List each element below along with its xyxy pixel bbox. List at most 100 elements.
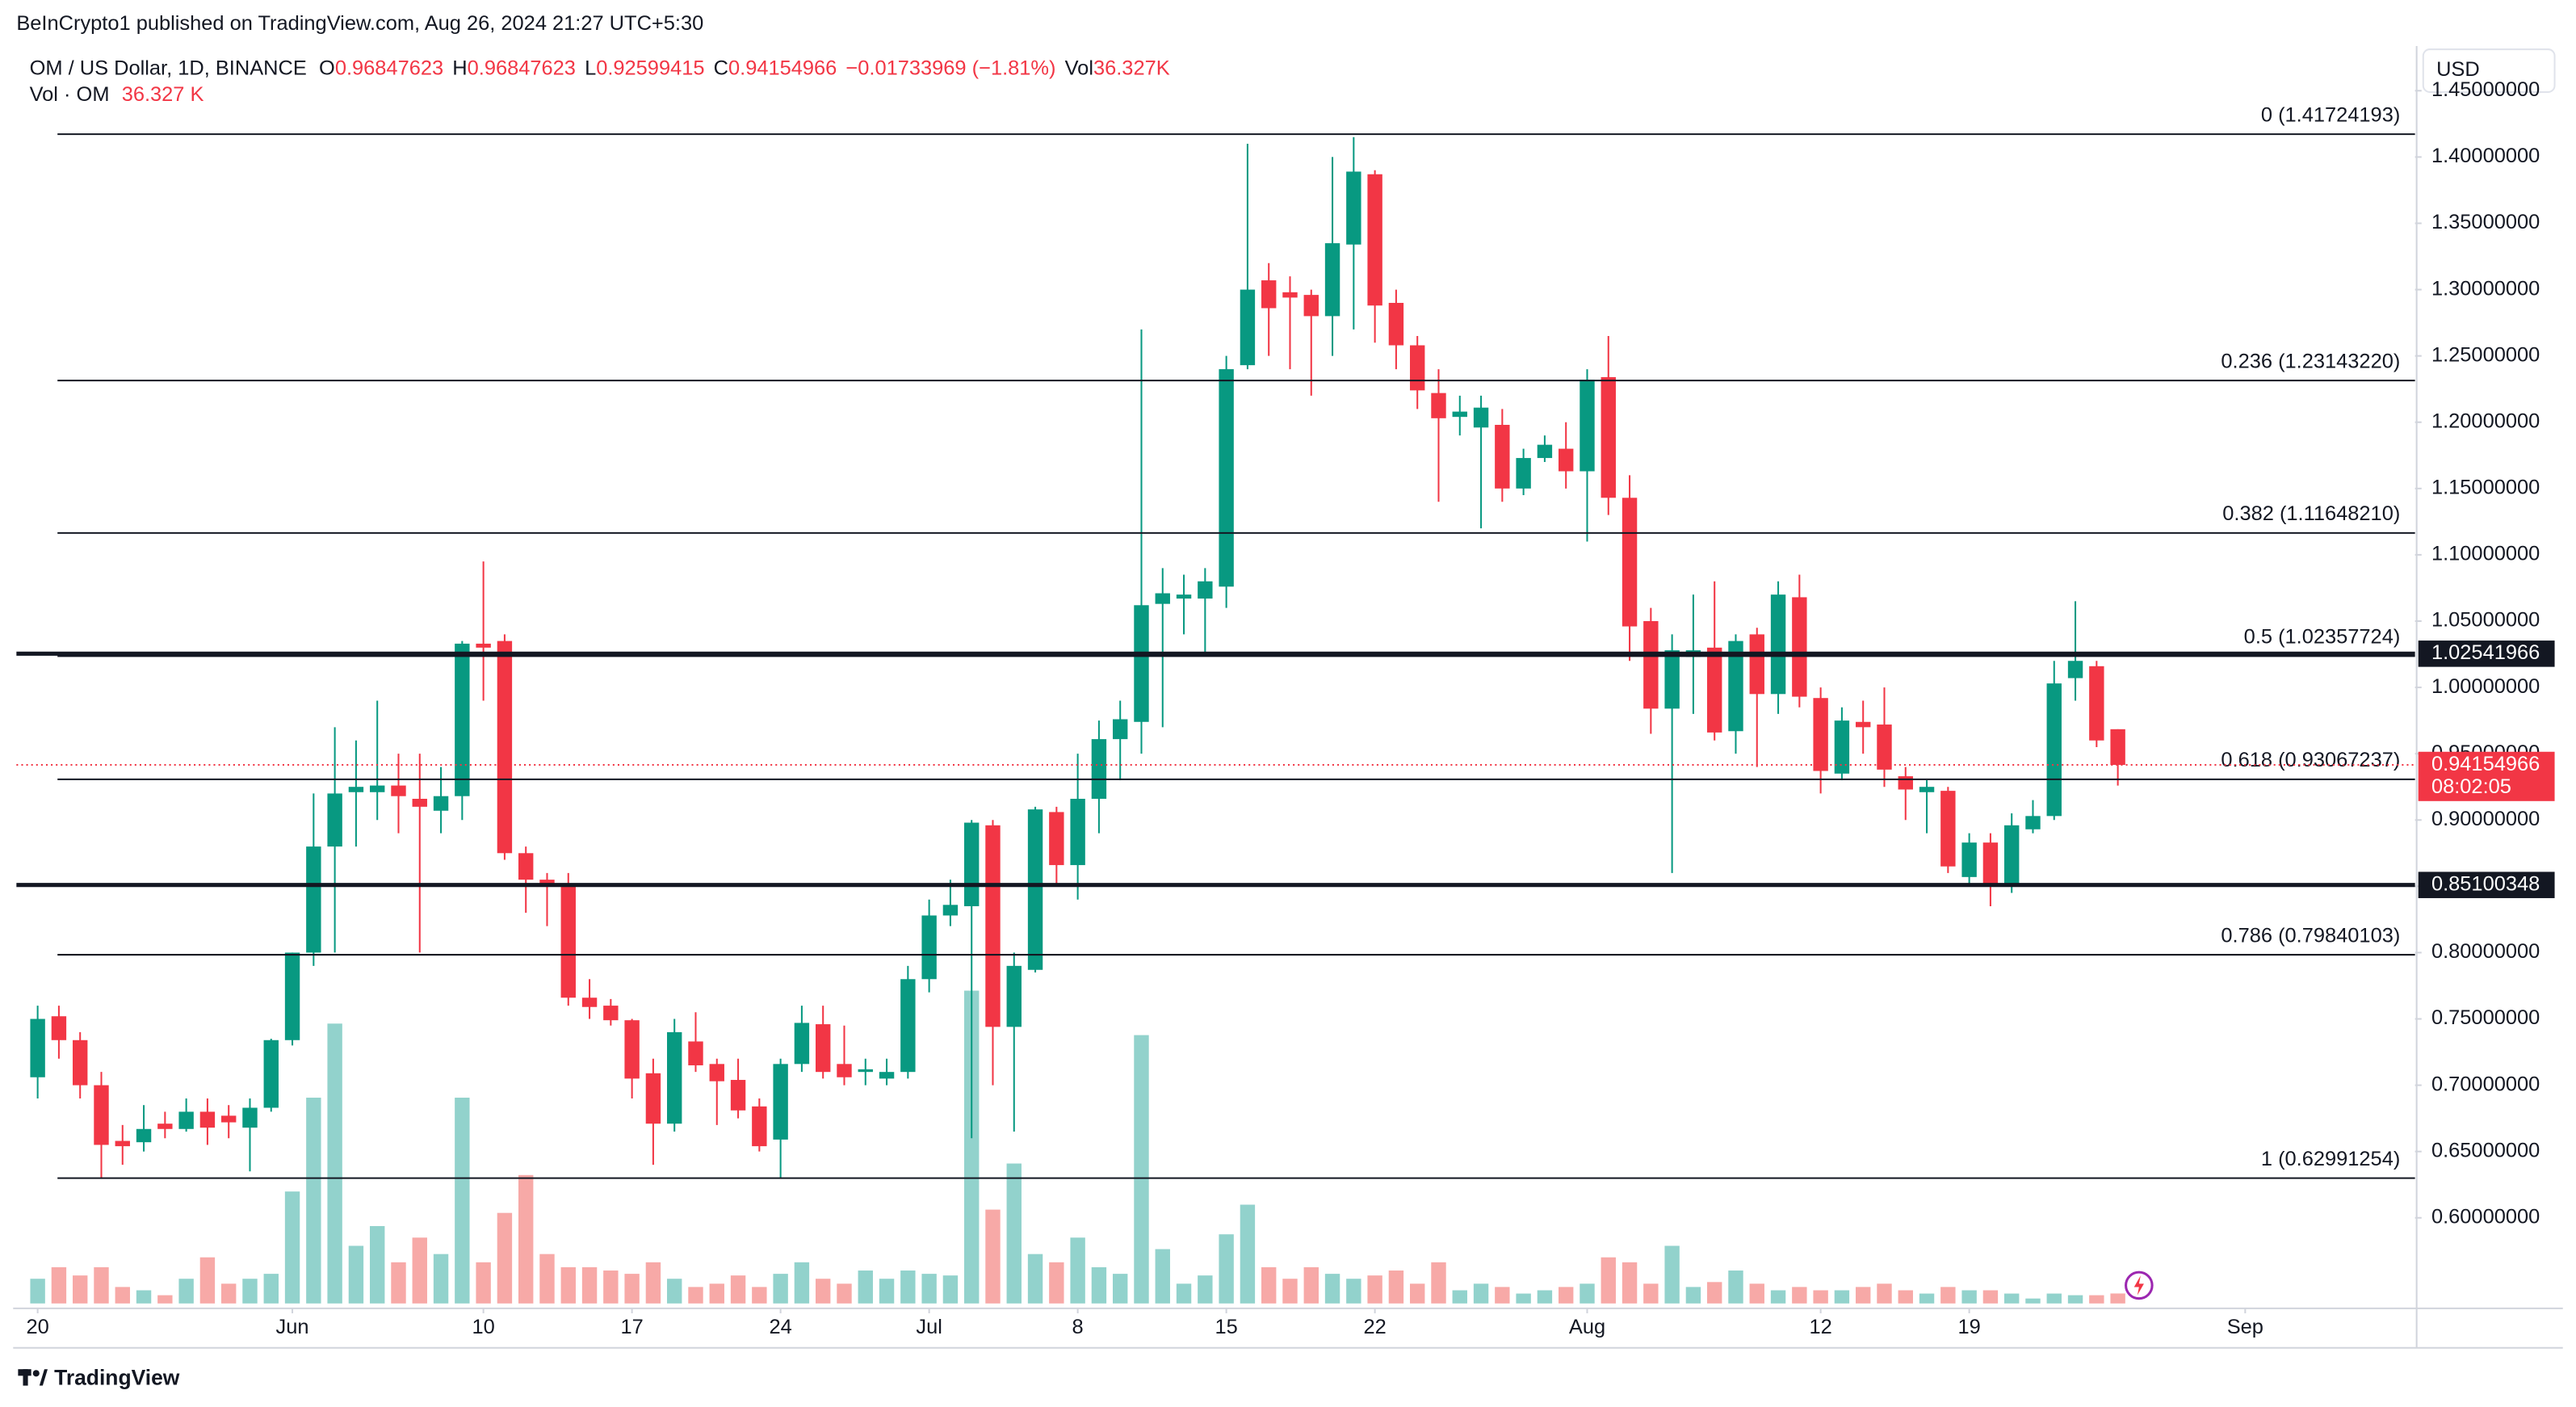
logo-shape	[32, 1370, 40, 1377]
x-tick-label: Aug	[1569, 1316, 1605, 1338]
candle-body	[412, 798, 427, 807]
candle-body	[581, 998, 598, 1007]
candle-body	[963, 822, 980, 906]
volume-bar	[539, 1254, 555, 1304]
candle-body	[391, 785, 406, 796]
candle-body	[603, 1006, 619, 1021]
vol-value: 36.327K	[1093, 57, 1170, 79]
candle-body	[815, 1024, 831, 1073]
h-value: 0.96847623	[468, 57, 576, 79]
volume-bar	[1855, 1287, 1871, 1304]
volume-bar	[752, 1287, 767, 1304]
y-tick-label: 1.40000000	[2431, 145, 2540, 167]
candle-body	[1516, 458, 1531, 489]
x-tick-label: 15	[1215, 1316, 1237, 1338]
candle-body	[1813, 698, 1828, 771]
volume-bar	[51, 1266, 67, 1304]
candle-body	[455, 643, 470, 796]
volume-bar	[560, 1266, 576, 1304]
volume-bar	[985, 1209, 1001, 1304]
volume-bar	[157, 1295, 173, 1304]
y-tick-label: 0.65000000	[2431, 1139, 2540, 1161]
candle-body	[476, 643, 491, 648]
volume-bar	[1198, 1275, 1213, 1304]
candle-body	[94, 1085, 109, 1145]
candle-body	[136, 1128, 152, 1143]
currency-box[interactable]	[2422, 48, 2556, 93]
volume-bar	[624, 1274, 640, 1304]
candle-body	[645, 1073, 661, 1124]
x-tick-label: 17	[620, 1316, 643, 1338]
x-tick-label: 8	[1072, 1316, 1084, 1338]
candle-body	[1728, 640, 1743, 732]
volume-bar	[1219, 1234, 1234, 1304]
candle-body	[73, 1040, 88, 1086]
candle-body	[2025, 816, 2041, 830]
price-line-label: 1.02541966	[2431, 641, 2540, 664]
fib-label: 0 (1.41724193)	[2261, 103, 2400, 126]
volume-bar	[1452, 1290, 1467, 1304]
volume-bar	[1324, 1274, 1340, 1304]
candle-body	[1940, 791, 1956, 867]
volume-bar	[858, 1270, 873, 1304]
volume-bar	[2003, 1293, 2020, 1304]
candle-body	[1558, 448, 1574, 472]
volume-bar	[837, 1283, 852, 1304]
fib-label: 0.236 (1.23143220)	[2221, 350, 2400, 372]
volume-bar	[667, 1279, 682, 1304]
footer-brand: TradingView	[54, 1365, 180, 1389]
volume-bar	[1367, 1275, 1382, 1304]
volume-bar	[2089, 1295, 2104, 1304]
volume-bar	[30, 1279, 45, 1304]
volume-bar	[1240, 1204, 1256, 1304]
volume-bar	[1049, 1262, 1064, 1304]
y-tick-label: 1.25000000	[2431, 343, 2540, 366]
volume-bar	[1473, 1283, 1489, 1304]
y-tick-label: 0.60000000	[2431, 1205, 2540, 1228]
candle-body	[199, 1111, 216, 1128]
alert-bolt	[2133, 1275, 2144, 1296]
logo-shape	[23, 1369, 28, 1386]
alert-icon[interactable]	[2125, 1270, 2154, 1300]
candle-body	[624, 1020, 640, 1079]
volume-bar	[136, 1290, 152, 1304]
candle-body	[51, 1016, 67, 1040]
candle-body	[752, 1106, 767, 1147]
candle-body	[1537, 444, 1553, 459]
candle-body	[221, 1115, 237, 1123]
volume-bar	[709, 1283, 724, 1304]
volume-bar	[1601, 1257, 1616, 1304]
volume-bar	[348, 1245, 364, 1304]
c-value: 0.94154966	[728, 57, 837, 79]
y-tick-label: 1.00000000	[2431, 675, 2540, 698]
vol-title: Vol · OM	[30, 83, 110, 106]
candle-body	[30, 1018, 45, 1077]
candle-body	[1580, 380, 1595, 472]
x-tick-label: 22	[1363, 1316, 1386, 1338]
volume-bar	[1261, 1266, 1277, 1304]
candle-body	[1176, 594, 1192, 599]
candle-body	[1282, 292, 1298, 298]
x-tick-label: 10	[472, 1316, 494, 1338]
volume-bar	[1749, 1283, 1764, 1304]
candle-body	[1473, 407, 1489, 428]
candle-body	[1877, 724, 1892, 770]
volume-bar	[1558, 1287, 1574, 1304]
price-line-box	[2418, 872, 2555, 898]
volume-bar	[221, 1283, 237, 1304]
volume-bar	[688, 1287, 703, 1304]
y-tick-label: 1.20000000	[2431, 410, 2540, 432]
candle-body	[1495, 425, 1510, 489]
vol-label: Vol	[1065, 57, 1093, 79]
volume-bar	[476, 1262, 491, 1304]
candle-body	[1219, 369, 1234, 587]
volume-bar	[1622, 1262, 1638, 1304]
candle-body	[1961, 842, 1977, 877]
volume-bar	[1919, 1293, 1935, 1304]
candle-body	[1855, 721, 1871, 728]
candle-body	[1006, 965, 1022, 1027]
candle-body	[1027, 809, 1043, 970]
candle-body	[858, 1069, 873, 1073]
candle-body	[115, 1140, 130, 1147]
